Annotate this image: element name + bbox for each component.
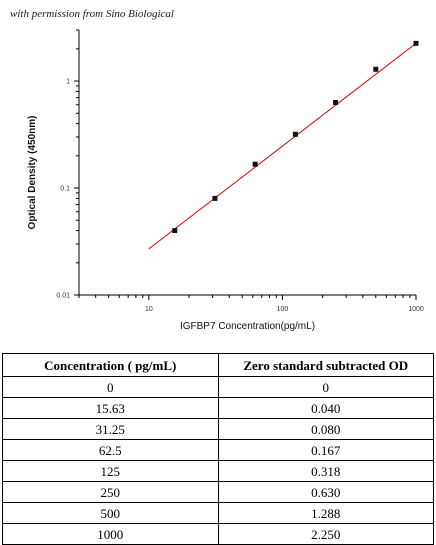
cell-concentration: 0 xyxy=(2,376,219,398)
table-header-row: Concentration ( pg/mL) Zero standard sub… xyxy=(2,353,434,377)
y-tick-label: 1 xyxy=(66,79,70,86)
table-row: 15.63 0.040 xyxy=(2,397,434,419)
data-point xyxy=(172,228,178,234)
cell-concentration: 125 xyxy=(2,460,219,482)
cell-concentration: 62.5 xyxy=(2,439,219,461)
cell-od: 0 xyxy=(217,376,434,398)
data-point xyxy=(292,131,298,137)
x-tick-label: 100 xyxy=(277,306,289,313)
table-row: 500 1.288 xyxy=(2,502,434,524)
fit-line xyxy=(148,42,417,250)
y-tick-label: 0.1 xyxy=(60,186,70,193)
table-row: 125 0.318 xyxy=(2,460,434,482)
chart-axes xyxy=(78,30,416,296)
x-axis-title: IGFBP7 Concentration(pg/mL) xyxy=(180,321,315,332)
x-tick-label: 1000 xyxy=(408,306,424,313)
cell-concentration: 1000 xyxy=(2,523,219,545)
y-axis-title: Optical Density (450nm) xyxy=(27,116,38,230)
cell-od: 0.040 xyxy=(217,397,434,419)
cell-od: 0.167 xyxy=(217,439,434,461)
data-points xyxy=(172,40,419,234)
cell-od: 2.250 xyxy=(217,523,434,545)
data-point xyxy=(373,66,379,72)
chart-ticks: 10 100 1000 0.01 0.1 1 xyxy=(56,29,424,313)
cell-concentration: 500 xyxy=(2,502,219,524)
cell-concentration: 15.63 xyxy=(2,397,219,419)
cell-od: 0.080 xyxy=(217,418,434,440)
cell-od: 0.318 xyxy=(217,460,434,482)
standard-curve-chart: 10 100 1000 0.01 0.1 1 IGFBP7 Concentration(p… xyxy=(27,29,424,332)
od-data-table: Concentration ( pg/mL) Zero standard sub… xyxy=(2,353,434,545)
permission-credit: with permission from Sino Biological xyxy=(10,8,174,20)
data-point xyxy=(413,40,419,46)
data-point xyxy=(252,161,258,167)
fit-line-group xyxy=(148,42,417,250)
table-row: 1000 2.250 xyxy=(2,523,434,545)
data-point xyxy=(212,195,218,201)
cell-concentration: 31.25 xyxy=(2,418,219,440)
table-row: 31.25 0.080 xyxy=(2,418,434,440)
cell-od: 0.630 xyxy=(217,481,434,503)
data-point xyxy=(333,100,339,106)
y-tick-label: 0.01 xyxy=(56,293,70,300)
cell-concentration: 250 xyxy=(2,481,219,503)
cell-od: 1.288 xyxy=(217,502,434,524)
x-tick-label: 10 xyxy=(145,306,153,313)
header-od: Zero standard subtracted OD xyxy=(217,353,434,377)
header-concentration: Concentration ( pg/mL) xyxy=(2,353,219,377)
table-row: 62.5 0.167 xyxy=(2,439,434,461)
table-row: 250 0.630 xyxy=(2,481,434,503)
